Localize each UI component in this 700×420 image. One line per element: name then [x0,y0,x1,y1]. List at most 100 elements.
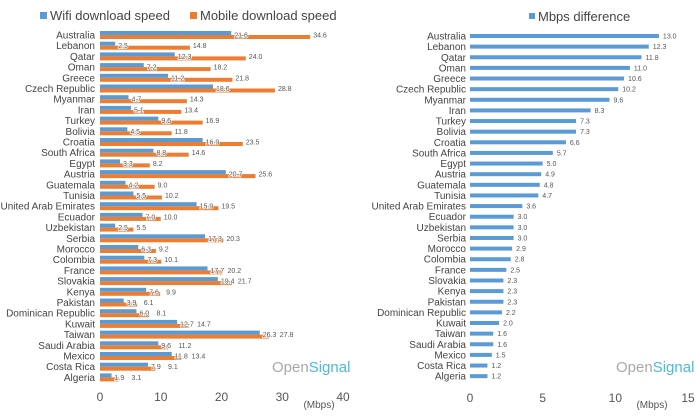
category-label: South Africa [412,148,466,159]
bar-mobile [100,377,119,382]
data-label: 4.8 [544,182,554,189]
data-label: 4.9 [545,172,555,179]
data-label-wifi: 4.5 [130,129,140,136]
bar-wifi [100,138,203,142]
bar-wifi [100,116,159,121]
bar-wifi [100,105,131,110]
bar-difference [470,363,488,368]
bar-mobile [100,109,182,114]
data-label-wifi: 4.2 [129,182,139,189]
bar-mobile [100,356,182,360]
category-label: Bolivia [437,127,467,138]
bar-mobile [100,238,224,243]
bar-difference [470,193,539,198]
bar-difference [470,214,514,219]
data-label-wifi: 5.5 [136,193,146,200]
bar-difference [470,65,630,70]
data-label: 1.2 [491,374,501,381]
data-label: 1.5 [496,352,506,359]
data-label-mobile: 18.2 [214,65,228,72]
data-label-wifi: 19.4 [221,279,235,286]
category-label: Dominican Republic [6,309,95,320]
x-tick-label: 0 [97,390,104,404]
data-label-mobile: 21.8 [235,75,249,82]
x-tick-label: 30 [276,390,290,404]
bar-difference [470,182,540,187]
data-label-mobile: 16.9 [206,118,220,125]
data-label-wifi: 3.3 [123,161,133,168]
bar-difference [470,76,625,81]
bar-mobile [100,152,189,157]
bar-wifi [100,234,206,239]
category-label: Austria [435,170,467,181]
bar-difference [470,119,577,124]
data-label: 1.2 [491,363,501,370]
category-label: Saudi Arabia [38,341,95,352]
bar-wifi [100,148,154,153]
data-label-mobile: 3.1 [132,375,142,382]
category-label: Egypt [440,159,466,170]
data-label-wifi: 12.3 [178,54,192,61]
data-label-wifi: 20.7 [229,172,243,179]
data-label: 13.0 [663,34,677,41]
bar-mobile [100,120,203,125]
data-label-mobile: 24.0 [249,54,263,61]
bar-wifi [100,52,175,57]
data-label: 10.2 [622,87,636,94]
data-label-mobile: 14.7 [197,321,211,328]
category-label: France [64,266,96,277]
bar-difference [470,225,514,230]
category-label: Greece [62,73,95,84]
data-label: 3.0 [518,214,528,221]
category-label: Taiwan [435,329,466,340]
bar-difference [470,172,542,177]
opensignal-logo-left: OpenSignal [272,359,350,376]
data-label: 2.8 [515,257,525,264]
category-label: Kenya [438,287,467,298]
data-label: 10.6 [628,76,642,83]
data-label-mobile: 19.5 [221,204,235,211]
category-label: Kenya [67,287,96,298]
data-label-wifi: 2.5 [118,225,128,232]
x-tick-label: 15 [681,391,695,405]
bar-wifi [100,223,116,228]
data-label-wifi: 17.3 [208,236,222,243]
category-label: Algeria [64,373,96,384]
bar-difference [470,352,492,357]
bar-mobile [100,259,162,264]
data-label-wifi: 16.9 [206,140,220,147]
category-label: Bolivia [66,127,96,138]
data-label-wifi: 21.6 [234,33,248,40]
category-label: Uzbekistan [46,223,95,234]
data-label-wifi: 9.6 [161,343,171,350]
category-label: Costa Rica [417,361,466,372]
legend-label-0: Wifi download speed [50,8,170,23]
data-label-mobile: 25.6 [259,172,273,179]
bar-difference [470,310,502,315]
category-label: Qatar [441,53,467,64]
x-unit-label: (Mbps) [636,400,667,411]
category-label: Lebanon [427,42,466,53]
data-label-wifi: 11.8 [175,354,188,361]
data-label: 1.6 [497,342,507,349]
category-label: Austria [64,170,96,181]
bar-wifi [100,95,129,100]
category-label: Taiwan [64,330,95,341]
bar-difference [470,374,488,379]
category-label: Croatia [63,138,96,149]
category-label: Myanmar [424,95,466,106]
category-label: Dominican Republic [377,308,466,319]
bar-wifi [100,73,169,78]
data-label: 11.0 [634,65,647,72]
data-label: 12.3 [653,44,667,51]
data-label: 3.6 [526,204,536,211]
data-label: 2.3 [507,278,517,285]
bar-wifi [100,373,112,378]
bar-mobile [100,313,150,318]
bar-wifi [100,298,124,303]
x-tick-label: 10 [609,391,623,405]
category-label: Serbia [66,234,95,245]
bar-wifi [100,362,148,367]
data-label-mobile: 8.1 [156,311,166,318]
